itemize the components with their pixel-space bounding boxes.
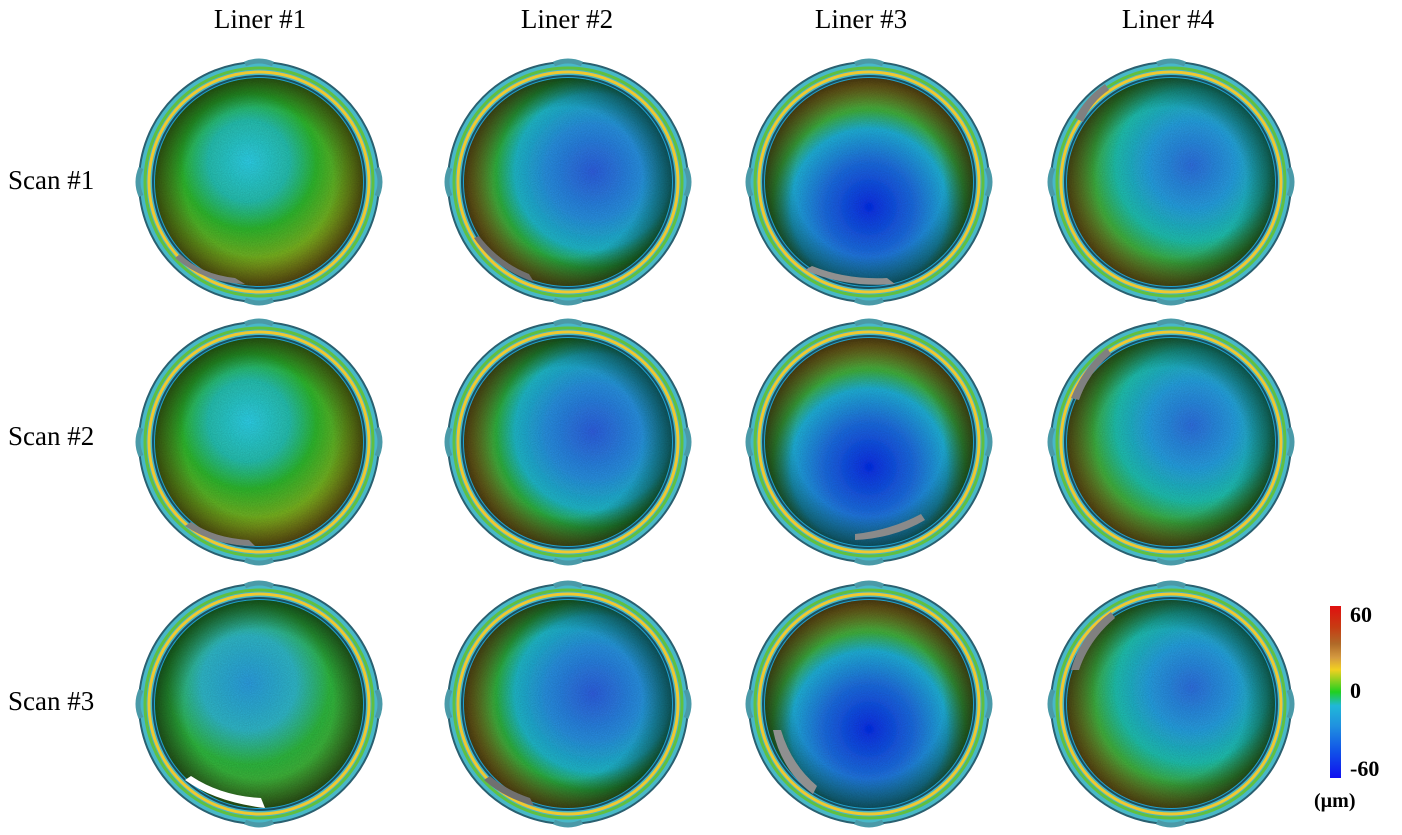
column-header-liner-3: Liner #3	[814, 4, 908, 34]
colorbar-max-label: 60	[1350, 602, 1372, 627]
liner-4-scan-3-heatmap	[1047, 580, 1295, 828]
liner-4-scan-2-heatmap	[1047, 318, 1295, 566]
colorbar-min-label: -60	[1350, 756, 1380, 781]
colorbar-gradient	[1330, 606, 1341, 778]
row-header-scan-3: Scan #3	[8, 686, 95, 716]
liner-3-scan-3-heatmap	[745, 580, 993, 828]
liner-2-scan-2-heatmap	[444, 318, 692, 566]
liner-2-scan-1-heatmap	[444, 58, 692, 306]
colorbar-unit-label: (µm)	[1314, 790, 1356, 812]
column-header-liner-4: Liner #4	[1121, 4, 1215, 34]
column-header-liner-2: Liner #2	[520, 4, 614, 34]
colorbar-legend: 60 0 -60 (µm)	[1314, 602, 1396, 822]
colorbar-zero-label: 0	[1350, 678, 1361, 703]
liner-1-scan-2-heatmap	[135, 318, 383, 566]
liner-1-scan-1-heatmap	[135, 58, 383, 306]
column-header-liner-1: Liner #1	[213, 4, 307, 34]
liner-4-scan-1-heatmap	[1047, 58, 1295, 306]
row-header-scan-1: Scan #1	[8, 165, 95, 195]
liner-3-scan-2-heatmap	[745, 318, 993, 566]
row-header-scan-2: Scan #2	[8, 421, 95, 451]
liner-1-scan-3-heatmap	[135, 580, 383, 828]
liner-2-scan-3-heatmap	[444, 580, 692, 828]
liner-3-scan-1-heatmap	[745, 58, 993, 306]
